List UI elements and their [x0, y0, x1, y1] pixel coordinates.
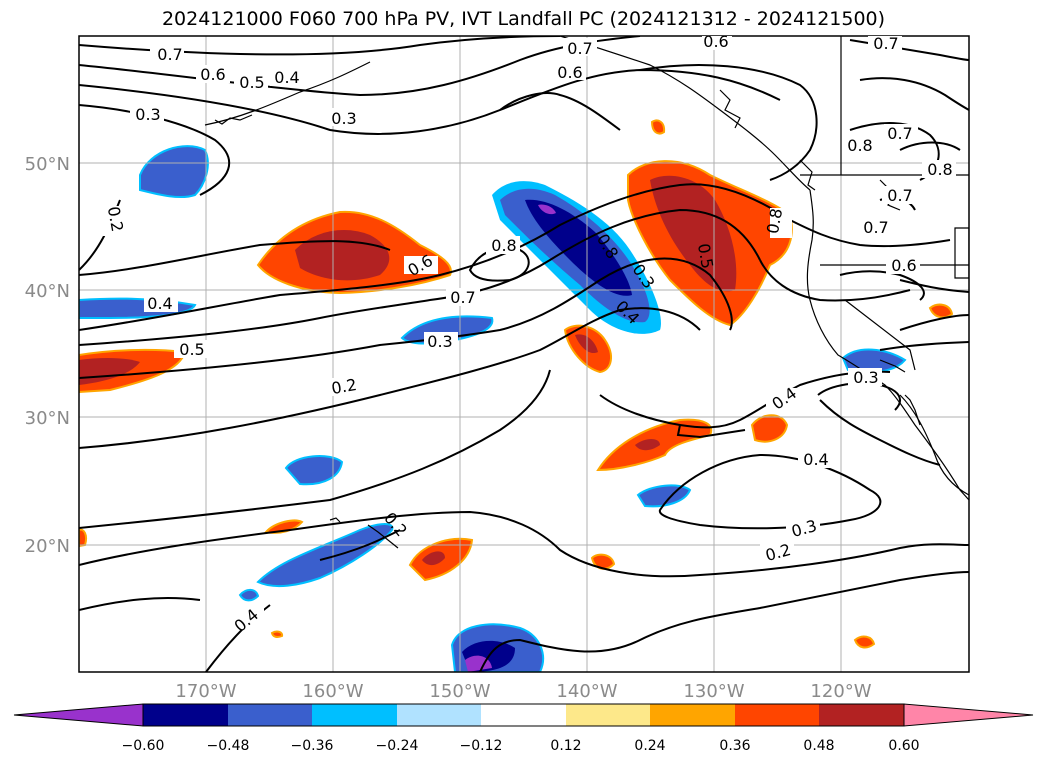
pos-anomaly-patch	[264, 519, 304, 534]
neg-anomaly-core	[525, 199, 632, 296]
contour-label: 0.3	[427, 332, 452, 351]
contour-label: 0.6	[557, 63, 582, 82]
contour-label: 0.3	[853, 368, 878, 387]
neg-anomaly-patch	[139, 145, 209, 199]
contour-label: 0.7	[567, 39, 592, 58]
colorbar-segment	[312, 704, 397, 726]
colorbar-segment	[228, 704, 312, 726]
colorbar-segment	[819, 704, 904, 726]
colorbar-tick: 0.12	[550, 738, 581, 754]
contour-label: 0.2	[330, 375, 358, 398]
contour-label: 0.6	[891, 256, 916, 275]
latitude-labels: 50°N 40°N 30°N 20°N	[25, 154, 70, 557]
contour-label: 0.4	[803, 450, 828, 469]
lat-label: 40°N	[25, 281, 70, 302]
colorbar-extend-min	[13, 703, 144, 727]
pos-anomaly-core	[650, 175, 737, 292]
pos-anomaly-patch	[79, 528, 88, 548]
colorbar-tick: −0.36	[291, 738, 334, 754]
pos-anomaly-patch	[853, 635, 876, 649]
colorbar-segment	[397, 704, 481, 726]
neg-anomaly-patch	[284, 455, 344, 486]
lat-label: 20°N	[25, 536, 70, 557]
colorbar-tick: 0.48	[803, 738, 834, 754]
lon-label: 160°W	[302, 681, 363, 702]
neg-anomaly-patch	[256, 523, 394, 588]
colorbar-tick: 0.60	[888, 738, 919, 754]
lon-label: 130°W	[683, 681, 744, 702]
contour-label: 0.6	[703, 32, 728, 51]
contour-label: 0.6	[200, 65, 225, 84]
contour-label: 0.5	[179, 340, 204, 359]
colorbar-tick: −0.12	[460, 738, 503, 754]
pos-anomaly-patch	[750, 414, 789, 443]
contour-label: 0.7	[450, 288, 475, 307]
lon-label: 150°W	[429, 681, 490, 702]
colorbar-tick: 0.36	[719, 738, 750, 754]
colorbar-tick: −0.24	[376, 738, 419, 754]
colorbar-segment	[481, 704, 566, 726]
colorbar-segment	[735, 704, 819, 726]
colorbar-segment	[143, 704, 228, 726]
neg-anomaly-peak	[538, 204, 556, 215]
neg-anomaly-peak	[465, 655, 492, 672]
pos-anomaly-patch	[270, 630, 284, 638]
colorbar-frame	[142, 703, 905, 727]
longitude-labels: 170°W 160°W 150°W 140°W 130°W 120°W	[175, 681, 871, 702]
pos-anomaly-core	[422, 551, 445, 566]
colorbar-tick: −0.60	[122, 738, 165, 754]
contour-label: 0.8	[491, 236, 516, 255]
contour-label: 0.4	[147, 294, 172, 313]
contour-label: 0.7	[873, 34, 898, 53]
lon-label: 140°W	[556, 681, 617, 702]
lon-label: 120°W	[810, 681, 871, 702]
pos-anomaly-patch	[928, 303, 954, 319]
contour-label: 0.8	[927, 160, 952, 179]
shaded-fields	[79, 119, 954, 672]
pv-contours	[79, 36, 969, 672]
contour-label: 0.7	[887, 124, 912, 143]
colorbar-segment	[566, 704, 650, 726]
colorbar-tick: 0.24	[634, 738, 665, 754]
contour-label: 0.5	[694, 242, 717, 270]
colorbar-tick: −0.48	[207, 738, 250, 754]
lat-label: 30°N	[25, 408, 70, 429]
contour-label: 0.4	[274, 68, 299, 87]
colorbar: −0.60 −0.48 −0.36 −0.24 −0.12 0.12 0.24 …	[13, 703, 1034, 754]
lat-label: 50°N	[25, 154, 70, 175]
contour-label: 0.7	[157, 45, 182, 64]
pos-anomaly-core	[79, 357, 140, 385]
contour-label: 0.3	[135, 105, 160, 124]
contour-label: 0.7	[887, 186, 912, 205]
neg-anomaly-patch	[238, 588, 260, 602]
graticule	[79, 36, 969, 672]
colorbar-extend-max	[903, 703, 1034, 727]
map-title: 2024121000 F060 700 hPa PV, IVT Landfall…	[161, 8, 886, 30]
contour-label: 0.3	[331, 109, 356, 128]
colorbar-segment	[650, 704, 735, 726]
pos-anomaly-patch	[650, 119, 666, 135]
contour-label: 0.8	[847, 136, 872, 155]
contour-label: 0.5	[239, 73, 264, 92]
contour-label: 0.7	[863, 218, 888, 237]
lon-label: 170°W	[175, 681, 236, 702]
coastlines	[204, 36, 969, 549]
pos-anomaly-core	[635, 439, 660, 451]
contour-label: 0.2	[104, 205, 127, 233]
contour-label: 0.8	[763, 207, 786, 235]
map-frame	[78, 35, 970, 673]
